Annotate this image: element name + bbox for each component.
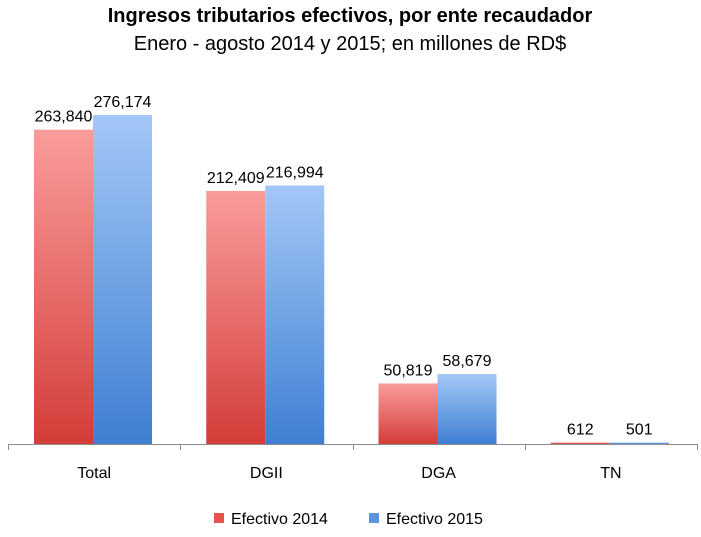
- data-label: 58,679: [443, 353, 492, 370]
- data-label: 612: [567, 422, 594, 439]
- data-label: 216,994: [266, 164, 324, 181]
- bar-total-2014: [34, 129, 93, 444]
- legend-label-2015: Efectivo 2015: [386, 511, 483, 528]
- bar-dgii-2015: [265, 185, 325, 445]
- legend-swatch-2014: [214, 513, 224, 523]
- bar-total-2015: [93, 115, 152, 444]
- bar-tn-2015: [609, 442, 669, 444]
- bar-tn-2014: [550, 442, 610, 444]
- bar-dgii-2014: [206, 190, 266, 444]
- data-label: 50,819: [384, 362, 433, 379]
- chart-title: Ingresos tributarios efectivos, por ente…: [108, 5, 593, 27]
- x-tick-label: TN: [600, 465, 621, 482]
- x-tick-label: DGA: [421, 465, 456, 482]
- bar-dga-2015: [437, 374, 497, 444]
- data-label: 212,409: [207, 170, 265, 187]
- data-label: 263,840: [35, 109, 93, 126]
- legend-label-2014: Efectivo 2014: [231, 511, 328, 528]
- x-tick-label: DGII: [250, 465, 283, 482]
- data-label: 276,174: [94, 94, 152, 111]
- x-tick-label: Total: [77, 465, 111, 482]
- legend: Efectivo 2014 Efectivo 2015: [214, 511, 483, 528]
- data-label: 501: [626, 422, 653, 439]
- legend-swatch-2015: [369, 513, 379, 523]
- bar-dga-2014: [378, 383, 438, 444]
- chart-subtitle: Enero - agosto 2014 y 2015; en millones …: [134, 33, 567, 55]
